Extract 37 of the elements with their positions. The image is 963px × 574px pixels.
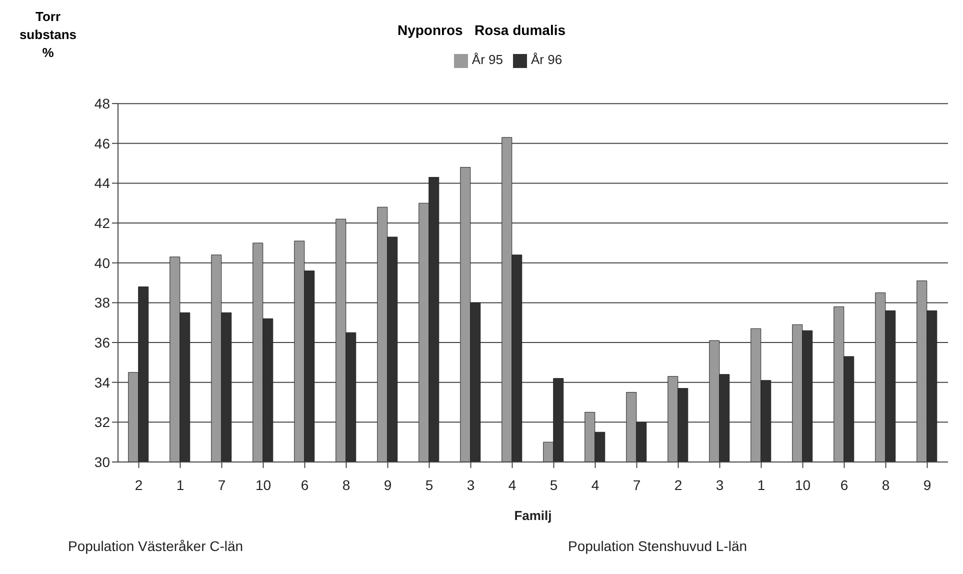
x-tick-label: 3	[716, 476, 724, 493]
x-tick-label: 9	[923, 476, 932, 493]
y-axis-title: Torr substans %	[18, 8, 78, 62]
x-tick-label: 2	[674, 476, 682, 493]
legend-label: År 95	[472, 52, 503, 67]
x-tick-label: 3	[466, 476, 475, 493]
y-tick-label: 30	[94, 454, 110, 470]
y-tick-label: 36	[94, 334, 110, 350]
x-tick-label: 7	[632, 476, 641, 493]
x-tick-label: 8	[882, 476, 890, 493]
x-tick-label: 5	[550, 476, 558, 493]
y-tick-label: 38	[94, 294, 110, 311]
text: Population Stenshuvud L-län	[568, 538, 748, 554]
x-tick-label: 4	[508, 476, 516, 493]
x-axis-title: Familj	[514, 508, 552, 523]
chart-title: Nyponros Rosa dumalis	[397, 22, 566, 38]
x-tick-label: 9	[384, 476, 392, 493]
x-tick-label: 2	[134, 476, 143, 493]
y-tick-label: 40	[94, 254, 110, 271]
x-tick-label: 6	[840, 476, 848, 493]
x-tick-label: 10	[794, 476, 811, 493]
y-tick-label: 48	[94, 96, 110, 112]
y-tick-label: 32	[94, 414, 110, 430]
x-tick-label: 8	[342, 476, 350, 493]
legend-label: År 96	[531, 52, 562, 67]
text: Population Västeråker C-län	[68, 538, 244, 554]
x-tick-label: 7	[218, 476, 226, 493]
x-tick-label: 5	[425, 476, 434, 493]
x-tick-label: 1	[757, 476, 766, 493]
x-tick-label: 10	[255, 476, 272, 493]
y-tick-label: 42	[94, 215, 110, 232]
x-tick-label: 1	[176, 476, 184, 493]
y-tick-label: 34	[94, 374, 110, 390]
x-tick-label: 6	[300, 476, 309, 493]
y-tick-label: 46	[94, 135, 110, 152]
y-tick-label: 44	[94, 175, 110, 192]
x-tick-label: 4	[591, 476, 600, 493]
